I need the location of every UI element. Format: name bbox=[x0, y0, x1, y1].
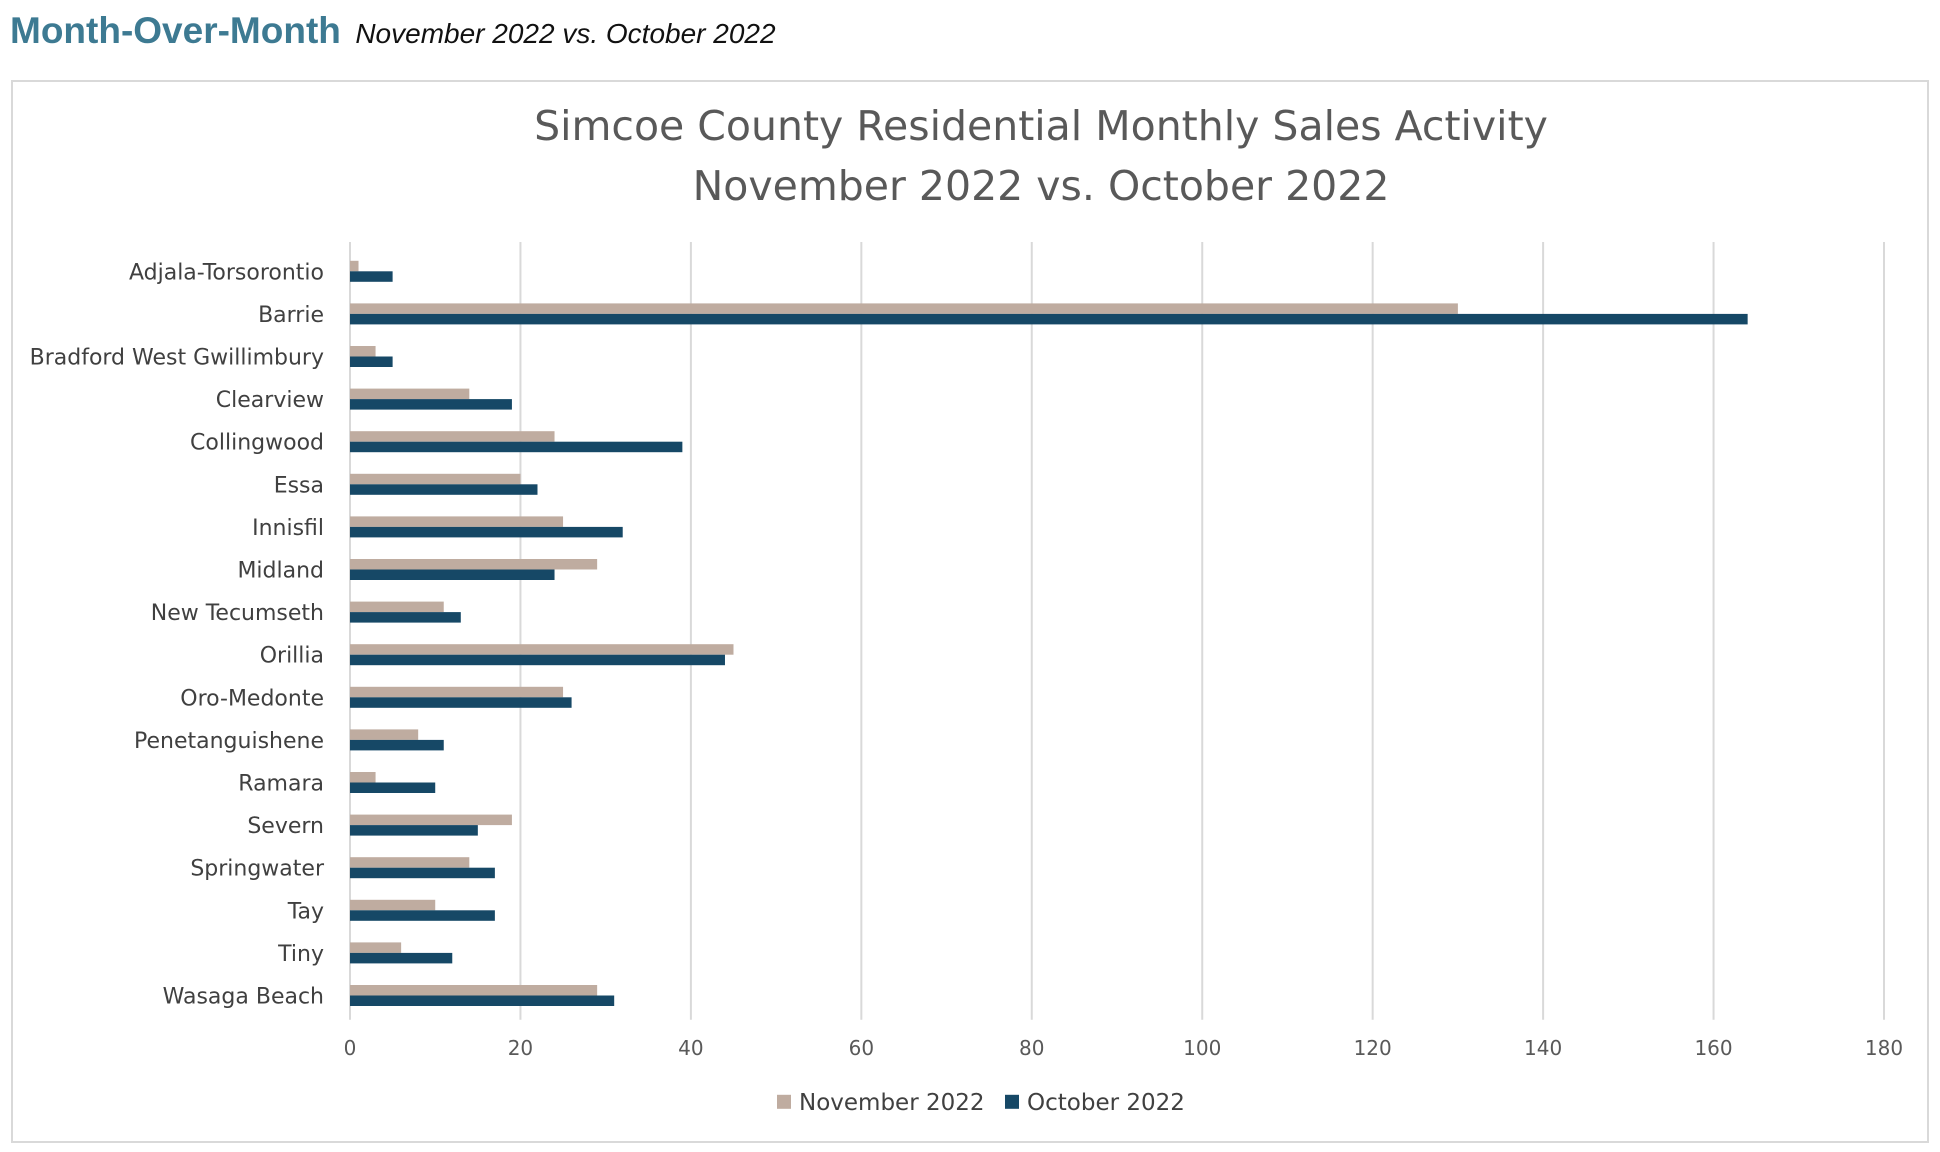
category-label: Wasaga Beach bbox=[163, 985, 324, 1010]
bar-october bbox=[350, 654, 725, 666]
legend-swatch bbox=[777, 1094, 791, 1109]
x-tick-label: 80 bbox=[1019, 1036, 1044, 1060]
chart-title-line-2: November 2022 vs. October 2022 bbox=[693, 162, 1390, 210]
bar-october bbox=[350, 825, 478, 836]
x-tick-label: 0 bbox=[344, 1036, 357, 1060]
category-label: Essa bbox=[274, 473, 324, 498]
page-subtitle: November 2022 vs. October 2022 bbox=[355, 18, 776, 49]
category-label: Midland bbox=[237, 559, 324, 584]
x-tick-label: 100 bbox=[1183, 1036, 1221, 1060]
bar-november bbox=[350, 303, 1458, 314]
bar-november bbox=[350, 473, 521, 485]
bar-october bbox=[350, 441, 683, 453]
category-label: Tay bbox=[287, 899, 324, 924]
x-tick-label: 180 bbox=[1865, 1036, 1903, 1060]
chart-title-line-1: Simcoe County Residential Monthly Sales … bbox=[534, 102, 1548, 150]
bar-november bbox=[350, 431, 555, 442]
bar-november bbox=[350, 985, 598, 996]
category-label: Collingwood bbox=[190, 431, 324, 456]
bar-november bbox=[350, 601, 444, 613]
bar-october bbox=[350, 484, 538, 495]
category-label: Clearview bbox=[216, 388, 324, 413]
bar-october bbox=[350, 867, 495, 879]
bar-november bbox=[350, 772, 376, 783]
x-tick-label: 140 bbox=[1524, 1036, 1562, 1060]
bar-october bbox=[350, 356, 393, 367]
bar-november bbox=[350, 516, 564, 527]
category-label: Bradford West Gwillimbury bbox=[30, 346, 324, 371]
bar-october bbox=[350, 612, 461, 623]
x-tick-label: 120 bbox=[1354, 1036, 1392, 1060]
bar-november bbox=[350, 388, 470, 400]
category-label: New Tecumseth bbox=[151, 601, 324, 626]
category-label: Penetanguishene bbox=[134, 729, 324, 754]
category-label: Tiny bbox=[277, 942, 324, 967]
category-label: Innisfil bbox=[252, 516, 324, 541]
bar-october bbox=[350, 995, 615, 1006]
bar-october bbox=[350, 271, 393, 282]
bar-chart: Simcoe County Residential Monthly Sales … bbox=[30, 102, 1903, 1116]
legend-label: November 2022 bbox=[799, 1090, 985, 1116]
bar-october bbox=[350, 569, 555, 580]
bar-october bbox=[350, 526, 623, 538]
category-label: Ramara bbox=[238, 772, 324, 797]
page-title: Month-Over-Month bbox=[10, 10, 341, 51]
category-label: Oro-Medonte bbox=[180, 686, 324, 711]
category-label: Springwater bbox=[190, 857, 325, 882]
legend-label: October 2022 bbox=[1027, 1090, 1185, 1116]
bar-november bbox=[350, 899, 436, 911]
page-header: Month-Over-Month November 2022 vs. Octob… bbox=[10, 10, 776, 60]
x-tick-label: 20 bbox=[508, 1036, 533, 1060]
chart-container: Simcoe County Residential Monthly Sales … bbox=[11, 80, 1929, 1143]
bar-october bbox=[350, 782, 436, 793]
category-label: Severn bbox=[247, 814, 324, 839]
bar-october bbox=[350, 399, 512, 410]
x-tick-label: 160 bbox=[1694, 1036, 1732, 1060]
bar-november bbox=[350, 346, 376, 357]
legend-swatch bbox=[1005, 1094, 1019, 1109]
category-label: Adjala-Torsorontio bbox=[129, 260, 324, 285]
bar-october bbox=[350, 952, 453, 964]
bar-november bbox=[350, 260, 359, 272]
bar-october bbox=[350, 697, 572, 708]
bar-november bbox=[350, 559, 598, 570]
bar-november bbox=[350, 686, 564, 698]
category-label: Orillia bbox=[260, 644, 324, 669]
x-tick-label: 40 bbox=[678, 1036, 703, 1060]
bar-october bbox=[350, 313, 1748, 325]
bar-october bbox=[350, 910, 495, 921]
bar-november bbox=[350, 942, 402, 953]
category-label: Barrie bbox=[258, 303, 324, 328]
bar-october bbox=[350, 739, 444, 751]
bar-november bbox=[350, 644, 734, 655]
x-tick-label: 60 bbox=[849, 1036, 874, 1060]
bar-november bbox=[350, 729, 419, 740]
bar-november bbox=[350, 857, 470, 868]
bar-november bbox=[350, 814, 512, 826]
